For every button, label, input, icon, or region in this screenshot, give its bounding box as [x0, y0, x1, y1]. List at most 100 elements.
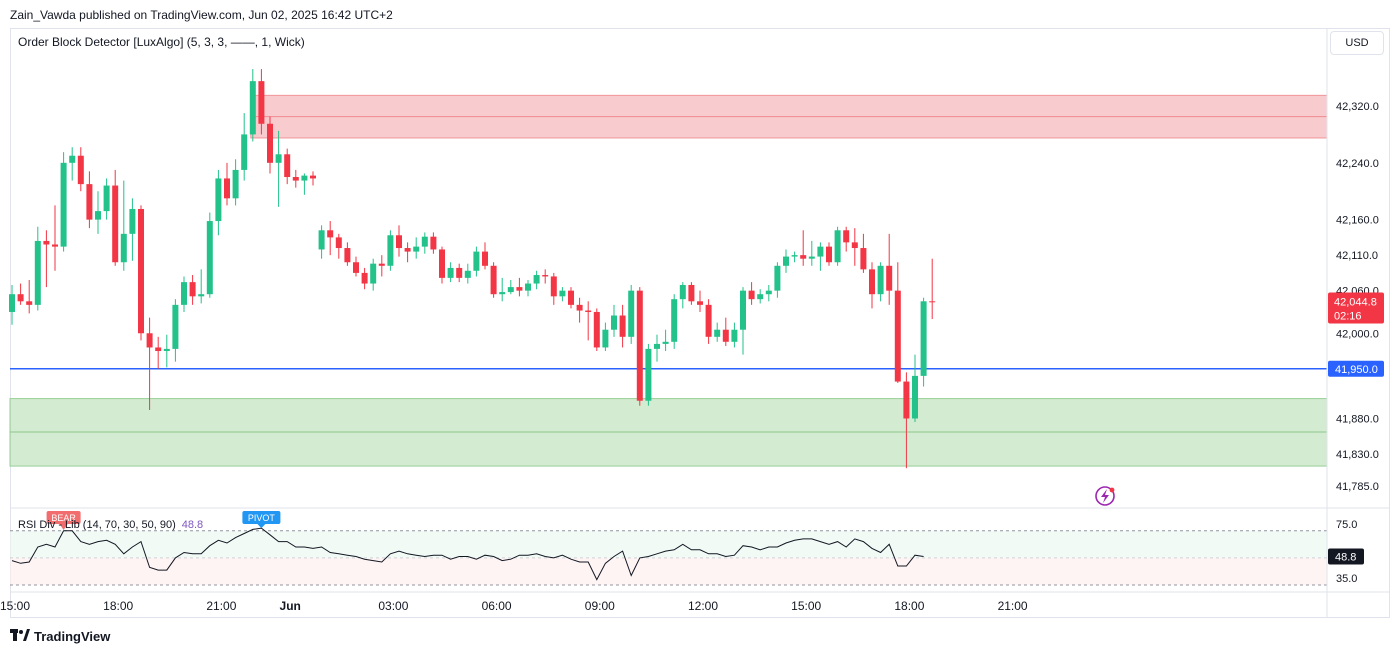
candle-body	[60, 162, 67, 247]
candle-body	[507, 287, 514, 293]
candle-body	[215, 178, 222, 222]
candle	[757, 289, 764, 304]
candle-body	[576, 304, 583, 311]
price-tick-label: 42,320.0	[1336, 101, 1379, 113]
candle-body	[267, 123, 273, 163]
candle-body	[464, 270, 471, 278]
time-tick-label: Jun	[280, 599, 301, 613]
candle	[129, 198, 136, 261]
candle	[335, 233, 342, 259]
candle-body	[602, 329, 609, 348]
candle	[413, 237, 420, 259]
candle	[60, 152, 67, 252]
level-tag	[1328, 360, 1384, 377]
candle	[52, 205, 58, 271]
candle-body	[800, 255, 807, 259]
candle-body	[43, 240, 50, 245]
candle	[430, 232, 437, 254]
candle	[26, 280, 33, 314]
candle-body	[525, 283, 531, 291]
indicator-label[interactable]: Order Block Detector [LuxAlgo] (5, 3, 3,…	[18, 35, 305, 49]
candle-body	[860, 248, 867, 270]
price-tick-label: 42,160.0	[1336, 215, 1379, 227]
candle-body	[361, 272, 368, 284]
candle-body	[155, 347, 162, 352]
currency-button[interactable]: USD	[1330, 31, 1384, 55]
time-tick-label: 09:00	[585, 599, 615, 613]
candle	[602, 322, 609, 352]
candle	[17, 283, 24, 305]
candle	[774, 262, 781, 298]
footer-brand-text: TradingView	[34, 629, 111, 644]
candle-body	[447, 267, 454, 278]
candle	[249, 69, 256, 142]
candle-body	[817, 246, 824, 257]
order-block-layer	[9, 94, 1328, 467]
candle-body	[688, 284, 695, 302]
rsi-tick-label: 75.0	[1336, 519, 1357, 531]
candle-body	[378, 263, 385, 266]
candle	[499, 277, 506, 302]
candle-body	[9, 294, 15, 312]
candle	[198, 269, 205, 304]
candle-body	[404, 248, 411, 252]
candle-body	[550, 276, 557, 297]
last-price-tag	[1328, 292, 1384, 324]
candle	[671, 294, 678, 349]
candle-body	[310, 175, 316, 179]
candle	[456, 263, 463, 283]
candle-body	[439, 249, 445, 278]
candle	[69, 147, 76, 181]
candle	[645, 343, 652, 406]
footer-brand[interactable]: TradingView	[10, 629, 110, 644]
candle-body	[163, 348, 170, 352]
price-tick-label: 41,830.0	[1336, 449, 1379, 461]
candle-body	[611, 315, 617, 330]
rsi-label[interactable]: RSI Div - Lib (14, 70, 30, 50, 90) 48.8	[18, 519, 203, 531]
candle	[748, 282, 755, 305]
candle	[654, 334, 660, 362]
candle	[120, 180, 127, 271]
candle	[525, 280, 531, 297]
candle	[95, 191, 101, 234]
candle-body	[671, 299, 678, 342]
candle	[361, 267, 368, 290]
candle	[267, 116, 273, 174]
candle-body	[473, 251, 480, 271]
rsi-marker-label: BEAR	[51, 513, 76, 523]
candle	[731, 322, 738, 348]
candle-body	[353, 262, 359, 273]
candle-body	[301, 175, 308, 181]
candle-body	[843, 230, 850, 243]
candle-body	[654, 343, 660, 349]
candle-body	[791, 255, 798, 257]
replay-icon	[1095, 486, 1115, 506]
candle	[284, 148, 291, 185]
candle-body	[722, 329, 729, 342]
candle	[886, 233, 893, 305]
candle-body	[559, 290, 566, 297]
candle-body	[731, 329, 738, 342]
candle-body	[138, 208, 144, 334]
candle-body	[929, 301, 936, 303]
candle	[43, 230, 50, 288]
candle-body	[421, 236, 428, 247]
candle-body	[120, 233, 127, 263]
candle	[507, 280, 514, 295]
price-tick-label: 41,785.0	[1336, 481, 1379, 493]
candle	[241, 113, 248, 181]
candle-body	[628, 290, 635, 337]
candle-body	[903, 381, 910, 419]
candle-body	[181, 282, 187, 305]
candle	[585, 301, 592, 341]
candle	[800, 230, 807, 266]
candle	[688, 282, 695, 305]
candle-body	[292, 177, 299, 181]
candle	[318, 225, 325, 259]
candle	[550, 272, 557, 305]
candle	[714, 322, 721, 342]
chart-frame	[10, 28, 1390, 618]
candle	[301, 173, 308, 195]
candle-body	[370, 263, 377, 284]
